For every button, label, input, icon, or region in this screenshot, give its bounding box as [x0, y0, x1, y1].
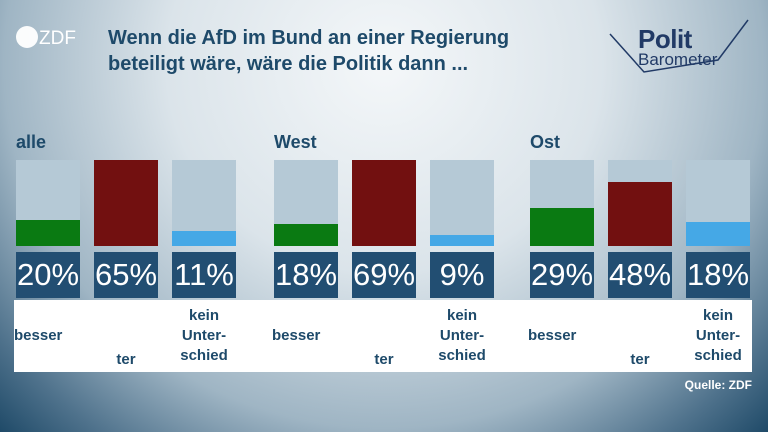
- zdf-logo-text: ZDF: [39, 28, 76, 49]
- source-note: Quelle: ZDF: [684, 378, 752, 392]
- bar-besser: [16, 220, 80, 246]
- region-label-1: West: [274, 132, 317, 152]
- category-label: besser: [528, 327, 577, 344]
- chart-title: Wenn die AfD im Bund an einer Regierung …: [108, 27, 510, 75]
- category-label: ter: [116, 351, 136, 368]
- value-label: 48%: [608, 252, 672, 298]
- politbarometer-logo-line1: Polit: [638, 24, 692, 54]
- bar-track: [686, 160, 750, 246]
- politbarometer-logo-line2: Barometer: [638, 50, 718, 69]
- value-label: 11%: [172, 252, 236, 298]
- category-label: ter: [374, 351, 394, 368]
- value-label: 20%: [16, 252, 80, 298]
- bar-kein-unterschied: [686, 222, 750, 246]
- category-label: besser: [272, 327, 321, 344]
- bar-besser: [530, 208, 594, 246]
- bar-schlechter: [94, 160, 158, 246]
- bar-schlechter: [608, 182, 672, 246]
- value-label: 9%: [430, 252, 494, 298]
- region-label-0: alle: [16, 132, 47, 152]
- value-label: 18%: [686, 252, 750, 298]
- category-label: kein Unter- schied: [694, 307, 742, 364]
- politbarometer-logo: Polit Barometer: [598, 14, 756, 78]
- bar-track: [352, 160, 416, 246]
- value-label: 65%: [94, 252, 158, 298]
- category-label: ter: [630, 351, 650, 368]
- category-label: kein Unter- schied: [438, 307, 486, 364]
- bar-track: [274, 160, 338, 246]
- region-label-2: Ost: [530, 132, 561, 152]
- bar-besser: [274, 224, 338, 246]
- bar-track: [16, 160, 80, 246]
- value-label: 29%: [530, 252, 594, 298]
- bar-schlechter: [352, 160, 416, 246]
- bar-kein-unterschied: [430, 235, 494, 246]
- category-label: besser: [14, 327, 63, 344]
- bar-track: [94, 160, 158, 246]
- bar-kein-unterschied: [172, 231, 236, 246]
- category-label-band: [14, 300, 752, 372]
- bar-track: [172, 160, 236, 246]
- value-label: 18%: [274, 252, 338, 298]
- bar-track: [530, 160, 594, 246]
- bar-track: [608, 160, 672, 246]
- category-label: kein Unter- schied: [180, 307, 228, 364]
- bar-track: [430, 160, 494, 246]
- value-label: 69%: [352, 252, 416, 298]
- zdf-logo: ZDF: [16, 26, 76, 49]
